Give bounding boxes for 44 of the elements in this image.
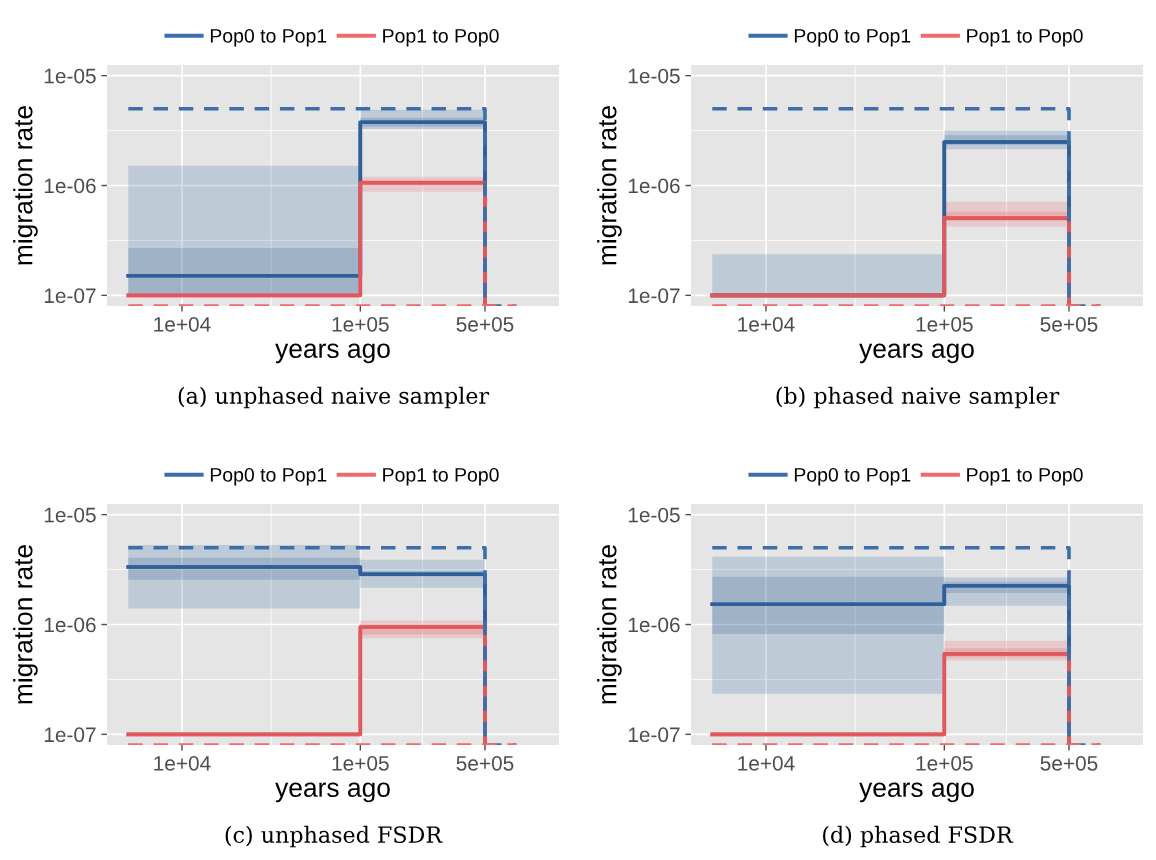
- x-axis-title: years ago: [275, 782, 390, 803]
- x-tick-label: 1e+04: [154, 755, 211, 771]
- x-tick-label: 1e+05: [916, 755, 973, 771]
- legend-label: Pop1 to Pop0: [967, 467, 1083, 486]
- text: (c) unphased FSDR: [225, 825, 443, 848]
- x-tick-label: 5e+05: [456, 755, 514, 771]
- x-tick-label: 1e+04: [154, 316, 211, 332]
- x-tick-label: 1e+05: [916, 316, 973, 332]
- legend-label: Pop1 to Pop0: [383, 28, 499, 47]
- x-tick-label: 5e+05: [456, 316, 514, 332]
- y-tick-label: 1e-07: [44, 288, 96, 304]
- legend-label: Pop0 to Pop1: [210, 467, 327, 486]
- text: (d) phased FSDR: [823, 825, 1014, 848]
- y-tick-label: 1e-06: [628, 617, 680, 633]
- x-axis-title: years ago: [859, 343, 974, 364]
- x-tick-label: 1e+04: [738, 755, 795, 771]
- y-tick-label: 1e-06: [44, 178, 96, 194]
- x-axis-title: years ago: [859, 782, 974, 803]
- text: (b) phased naive sampler: [776, 386, 1060, 409]
- x-tick-label: 1e+04: [738, 316, 795, 332]
- legend-label: Pop0 to Pop1: [794, 467, 911, 486]
- y-axis-title: migration rate: [597, 545, 622, 704]
- y-tick-label: 1e-07: [44, 727, 96, 743]
- y-tick-label: 1e-07: [628, 288, 680, 304]
- x-tick-label: 1e+05: [332, 316, 389, 332]
- y-tick-label: 1e-07: [628, 727, 680, 743]
- legend-label: Pop0 to Pop1: [210, 28, 327, 47]
- x-axis-title: years ago: [275, 343, 390, 364]
- legend-label: Pop1 to Pop0: [967, 28, 1083, 47]
- y-axis-title: migration rate: [13, 106, 38, 265]
- y-tick-label: 1e-05: [628, 68, 680, 84]
- x-tick-label: 5e+05: [1040, 316, 1098, 332]
- y-axis-title: migration rate: [13, 545, 38, 704]
- y-tick-label: 1e-05: [628, 507, 680, 523]
- y-tick-label: 1e-06: [628, 178, 680, 194]
- legend-label: Pop1 to Pop0: [383, 467, 499, 486]
- y-axis-title: migration rate: [597, 106, 622, 265]
- y-tick-label: 1e-05: [44, 68, 96, 84]
- y-tick-label: 1e-06: [44, 617, 96, 633]
- y-tick-label: 1e-05: [44, 507, 96, 523]
- x-tick-label: 5e+05: [1040, 755, 1098, 771]
- x-tick-label: 1e+05: [332, 755, 389, 771]
- text: (a) unphased naive sampler: [178, 386, 490, 409]
- legend-label: Pop0 to Pop1: [794, 28, 911, 47]
